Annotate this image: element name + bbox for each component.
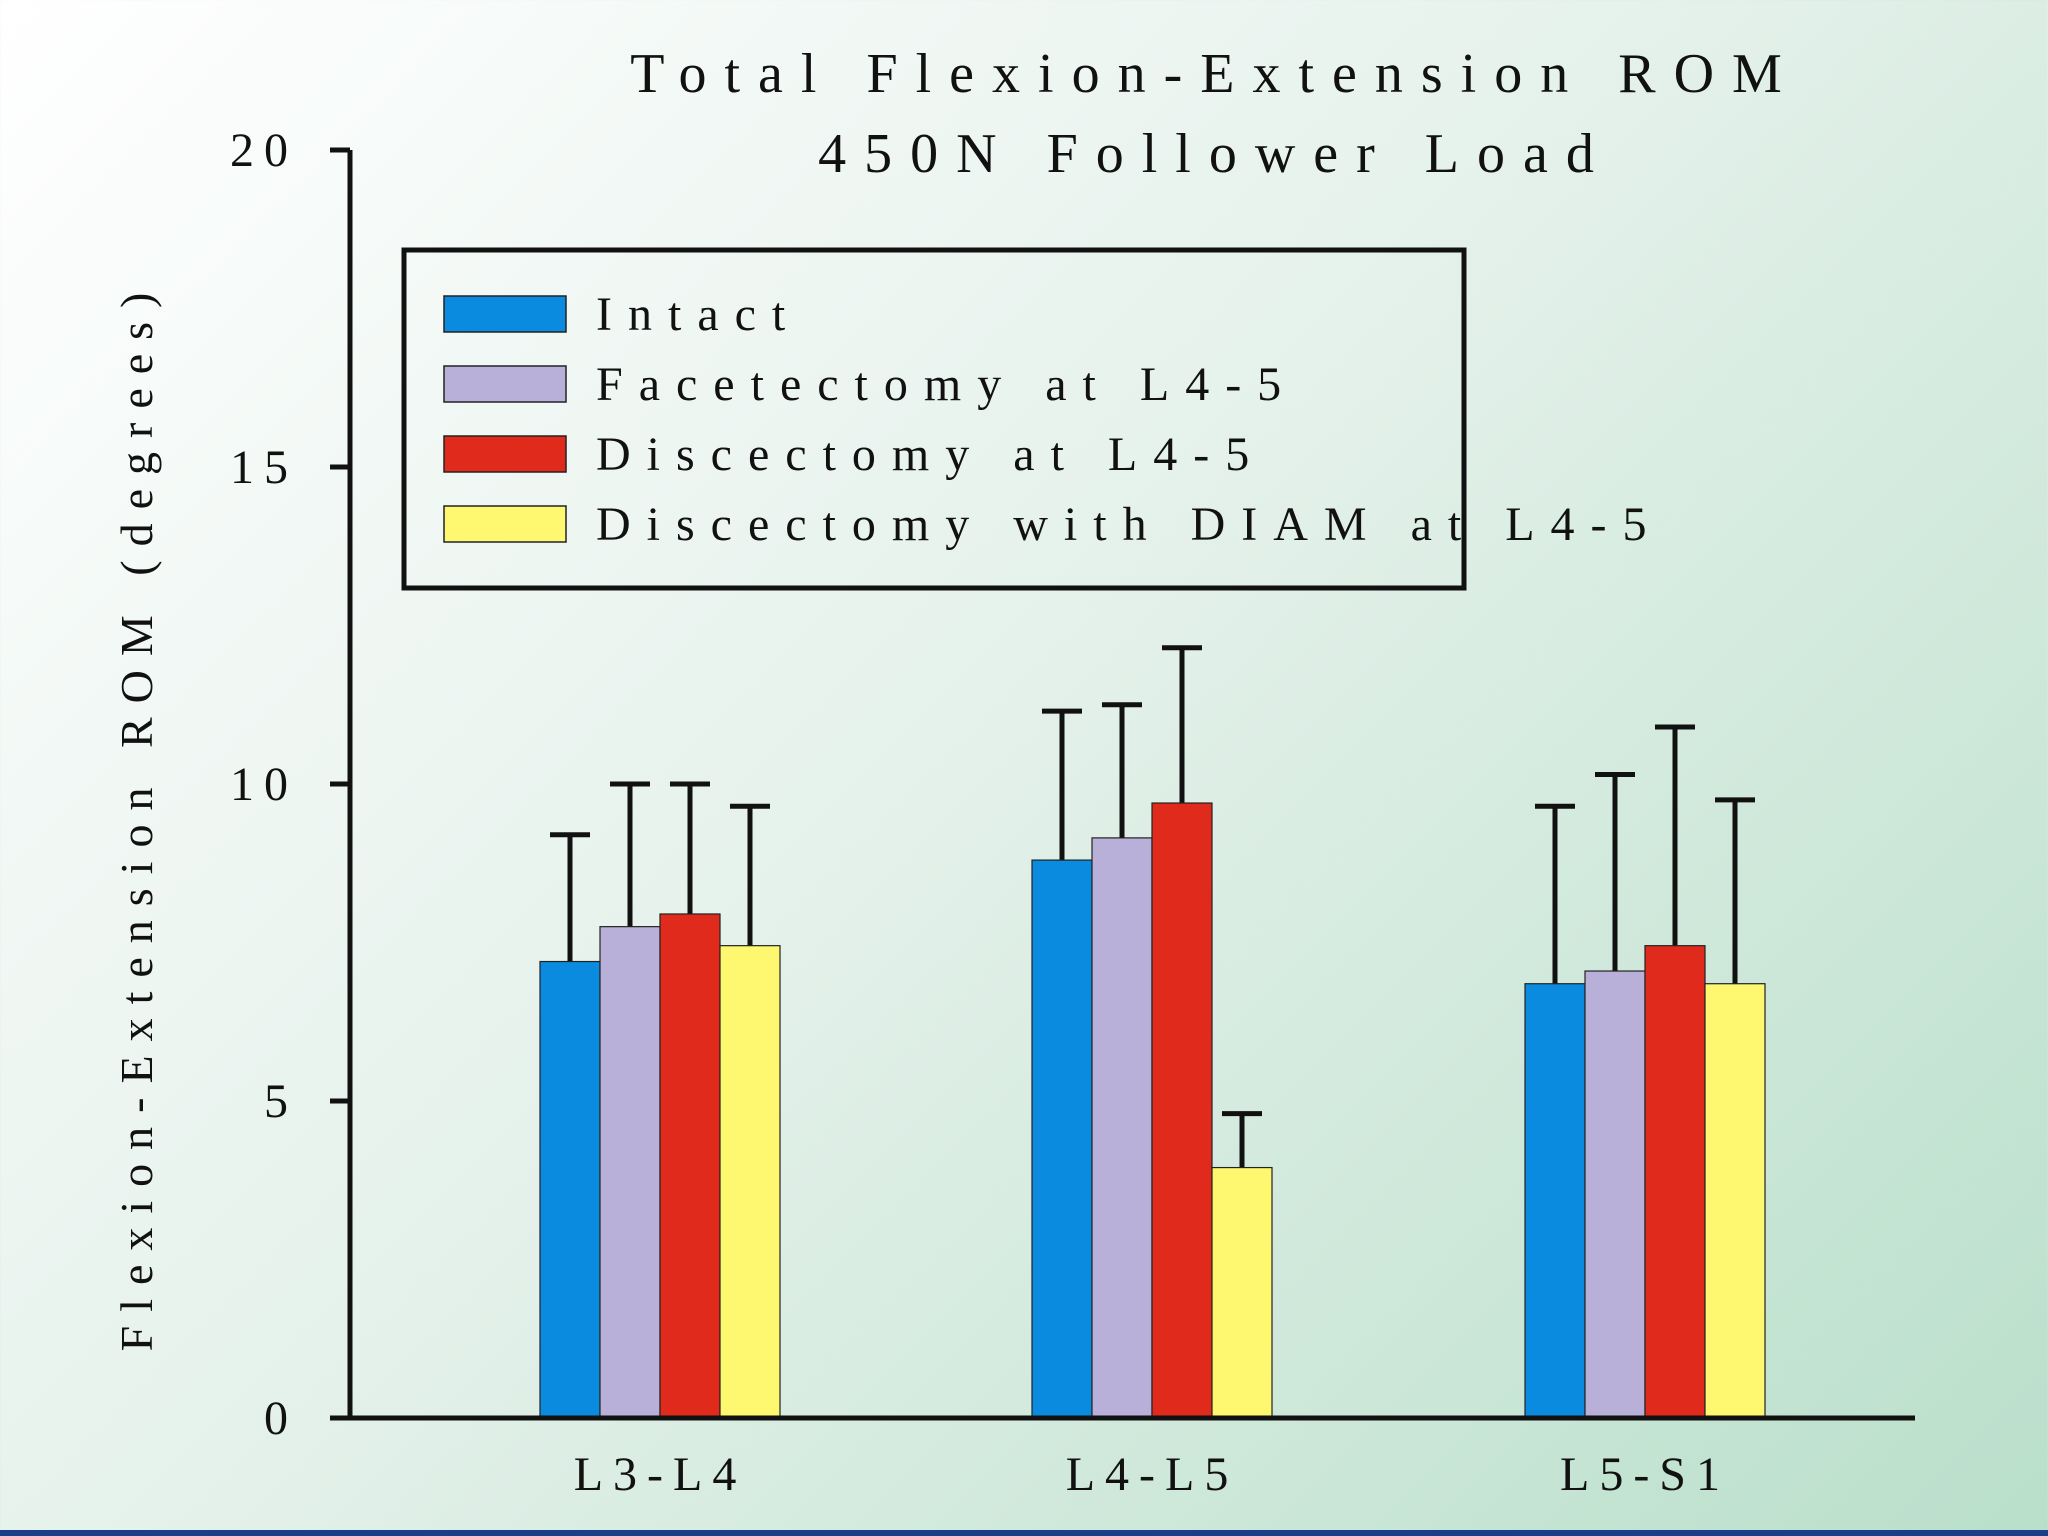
legend-swatch: [443, 295, 567, 333]
bar-L4-L5-2: [1151, 802, 1213, 1419]
legend-swatch: [443, 505, 567, 543]
legend-label: Intact: [596, 288, 801, 341]
bottom-accent-bar: [0, 1530, 2048, 1536]
bar-L5-S1-2: [1644, 945, 1706, 1419]
bar-L5-S1-3: [1704, 983, 1766, 1419]
bar-L4-L5-1: [1091, 837, 1153, 1419]
legend-box: [401, 247, 1467, 591]
bar-L5-S1-1: [1584, 970, 1646, 1419]
legend-swatch: [443, 365, 567, 403]
y-tick-label: 0: [264, 1392, 298, 1445]
y-tick-label: 15: [230, 441, 298, 494]
x-tick-label: L4-L5: [1066, 1448, 1239, 1501]
bar-L3-L4-2: [659, 913, 721, 1419]
x-tick-label: L5-S1: [1560, 1448, 1730, 1501]
legend-swatch: [443, 435, 567, 473]
bar-L4-L5-3: [1211, 1166, 1273, 1419]
y-tick-label: 10: [230, 758, 298, 811]
bar-L3-L4-0: [539, 960, 601, 1419]
legend-label: Facetectomy at L4-5: [596, 358, 1297, 411]
bar-L3-L4-3: [719, 945, 781, 1419]
legend: Intact Facetectomy at L4-5 Discectomy at L…: [401, 247, 1663, 591]
bar-L4-L5-0: [1031, 859, 1093, 1419]
y-tick-label: 5: [264, 1075, 298, 1128]
x-tick-label: L3-L4: [574, 1448, 747, 1501]
axes-layer: L3-L4 L4-L5 L5-S1 0 5 10 15 20: [230, 124, 1915, 1501]
legend-label: Discectomy at L4-5: [596, 428, 1265, 481]
y-axis-label: Flexion-Extension ROM (degrees): [111, 279, 162, 1352]
bar-L5-S1-0: [1524, 983, 1586, 1419]
chart-title: Total Flexion-Extension ROM: [630, 43, 1800, 105]
bars-layer: [539, 645, 1766, 1419]
y-tick-label: 20: [230, 124, 298, 177]
bar-L3-L4-1: [599, 926, 661, 1419]
legend-label: Discectomy with DIAM at L4-5: [596, 498, 1663, 551]
chart-subtitle: 450N Follower Load: [818, 123, 1612, 185]
